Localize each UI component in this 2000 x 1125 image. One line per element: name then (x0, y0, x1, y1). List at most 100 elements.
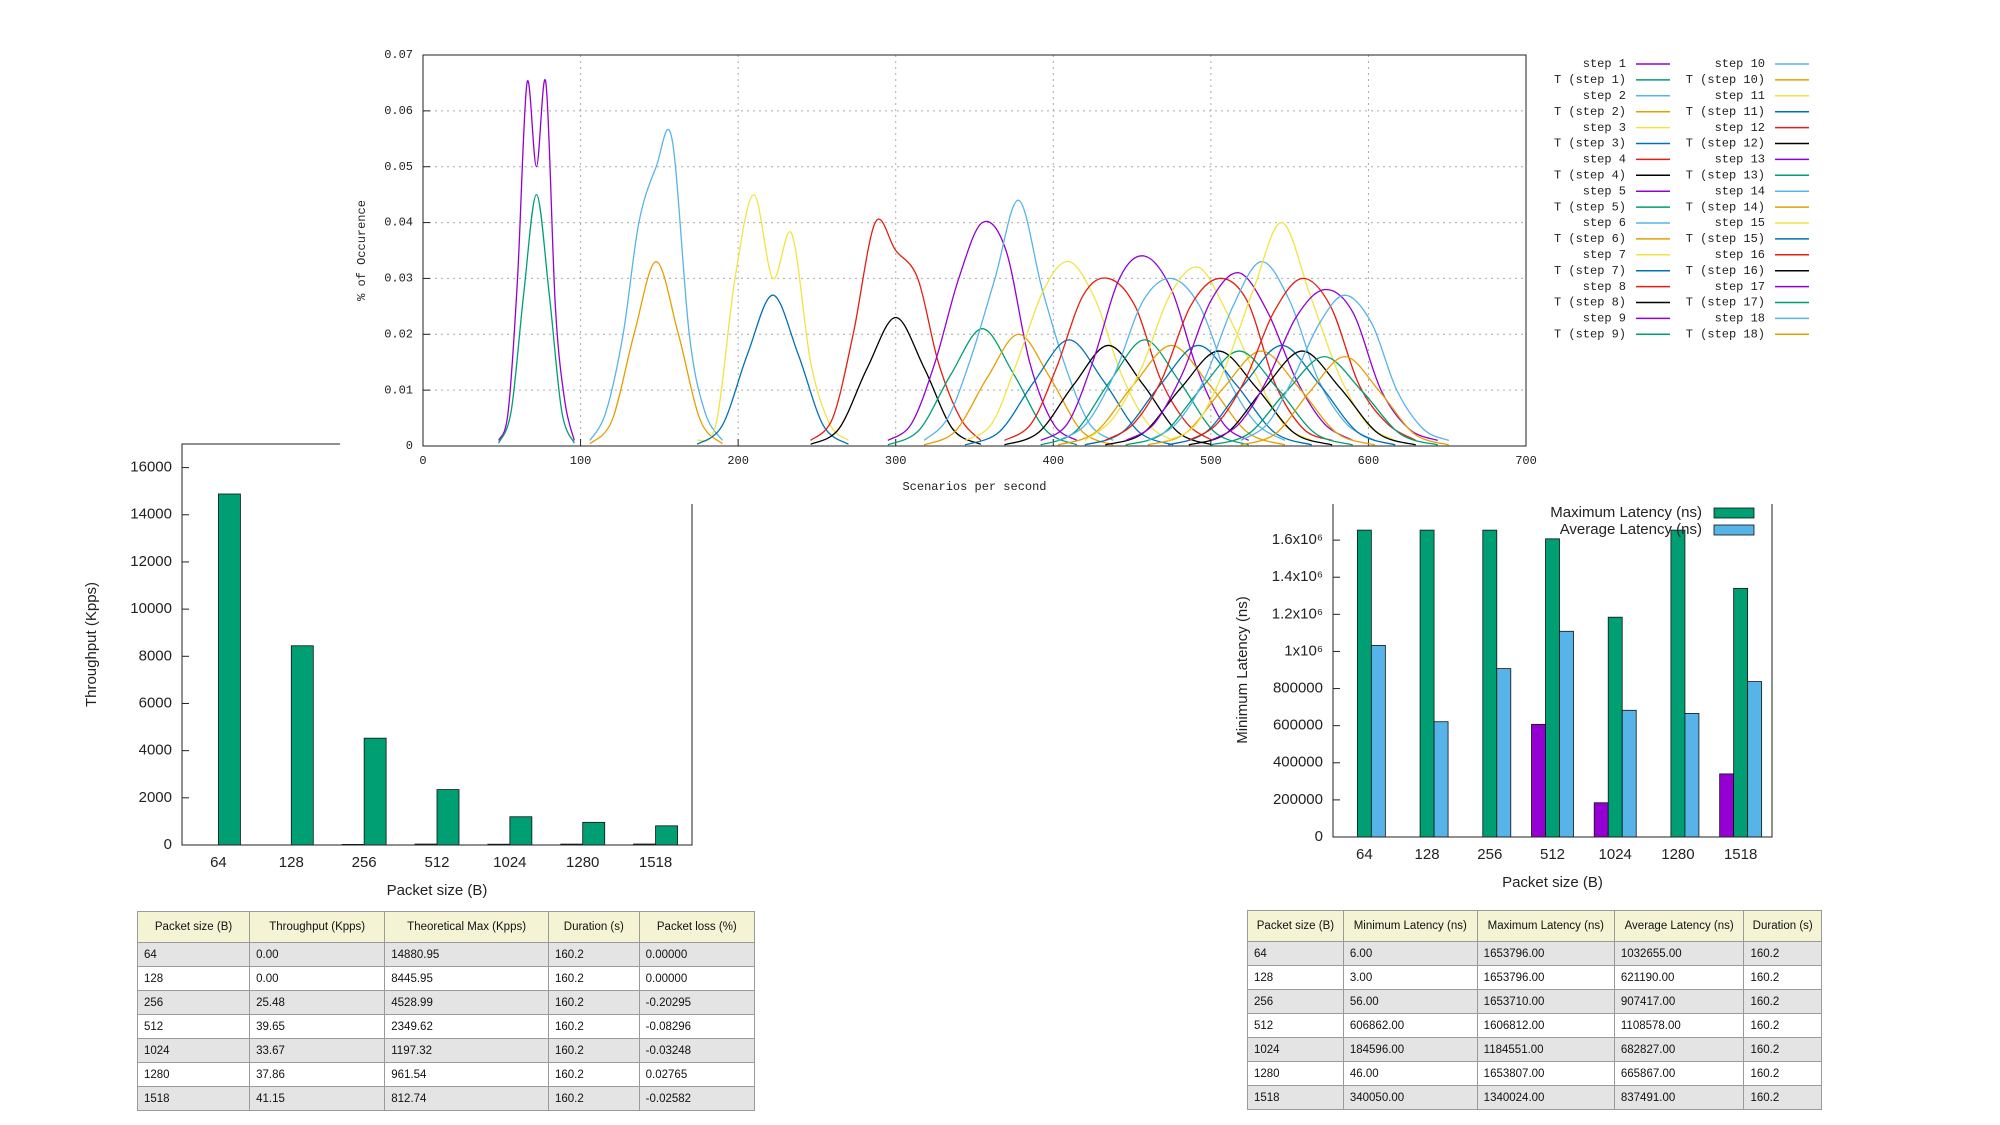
x-tick-label: 1518 (1724, 846, 1757, 863)
legend-label: T (step 17) (1686, 296, 1765, 310)
x-tick-label: 256 (352, 854, 377, 871)
legend-label: step 11 (1715, 89, 1765, 103)
table-row: 1518 41.15 812.74 160.2 -0.02582 (136, 1086, 756, 1111)
series-line (1057, 277, 1286, 441)
series-line (964, 260, 1174, 441)
table-cell: 812.74 (384, 1086, 549, 1111)
series-line (1040, 255, 1250, 441)
series-line (696, 193, 849, 442)
y-tick-label: 0.06 (384, 104, 413, 118)
header-cell: Minimum Latency (ns) (1342, 910, 1478, 942)
y-tick-label: 0.01 (384, 383, 413, 397)
legend-label: step 13 (1715, 153, 1765, 167)
series-line (1004, 277, 1213, 441)
series-line (498, 193, 575, 444)
table-cell: -0.20295 (638, 990, 756, 1015)
legend-label: T (step 14) (1686, 200, 1765, 214)
table-cell: 1280 (1247, 1061, 1344, 1086)
bar (655, 825, 678, 846)
series-line (1004, 344, 1213, 446)
table-cell: 128 (136, 966, 251, 991)
table-cell: 621190.00 (1613, 965, 1745, 990)
table-cell: 160.2 (1743, 1061, 1822, 1086)
table-cell: 160.2 (547, 966, 640, 991)
legend-label: step 7 (1583, 248, 1626, 262)
x-tick-label: 700 (1515, 454, 1537, 468)
series-line (1240, 294, 1450, 442)
table-cell: 2349.62 (384, 1014, 549, 1039)
series-line (498, 79, 575, 441)
table-cell: 1280 (136, 1062, 251, 1087)
bar (1370, 644, 1386, 838)
y-axis-label: Throughput (Kpps) (83, 582, 100, 707)
legend-label: T (step 9) (1554, 327, 1626, 341)
y-tick-label: 200000 (1273, 791, 1323, 808)
series-line (1210, 288, 1438, 442)
table-cell: 128 (1247, 965, 1344, 990)
header-cell: Maximum Latency (ns) (1476, 910, 1615, 942)
table-cell: 160.2 (1743, 989, 1822, 1014)
y-tick-label: 600000 (1273, 717, 1323, 734)
bar (1531, 723, 1546, 838)
table-cell: 160.2 (547, 1086, 640, 1111)
bar (1356, 529, 1372, 838)
legend-label: T (step 11) (1686, 105, 1765, 119)
y-tick-label: 10000 (130, 600, 172, 617)
y-tick-label: 1x10⁶ (1284, 642, 1323, 659)
table-cell: 1653807.00 (1476, 1061, 1615, 1086)
y-tick-label: 8000 (139, 647, 172, 664)
bar (1545, 538, 1560, 838)
table-cell: 25.48 (249, 990, 386, 1015)
bar (1747, 681, 1763, 838)
bar (1496, 668, 1512, 838)
table-cell: 160.2 (1743, 941, 1822, 966)
x-axis-label: Packet size (B) (387, 882, 488, 899)
legend-label: step 4 (1583, 153, 1626, 167)
legend-label: step 14 (1715, 184, 1765, 198)
bar (218, 493, 241, 846)
table-cell: -0.02582 (638, 1086, 756, 1111)
legend-label: Maximum Latency (ns) (1550, 504, 1702, 521)
table-cell: 1653710.00 (1476, 989, 1615, 1014)
bar (1607, 616, 1623, 838)
table-row: 256 56.00 1653710.00 907417.00 160.2 (1247, 989, 1822, 1014)
table-cell: 14880.95 (384, 942, 549, 967)
legend-swatch (1713, 507, 1755, 519)
bar (1733, 587, 1749, 838)
legend-label: step 9 (1583, 312, 1626, 326)
table-cell: 160.2 (547, 1014, 640, 1039)
series-line (1147, 261, 1376, 441)
table-row: 1024 33.67 1197.32 160.2 -0.03248 (136, 1038, 756, 1063)
x-tick-label: 512 (1540, 846, 1565, 863)
legend-label: step 10 (1715, 57, 1765, 71)
legend-label: step 12 (1715, 121, 1765, 135)
table-cell: 160.2 (547, 1038, 640, 1063)
table-cell: 160.2 (1743, 1037, 1822, 1062)
series-line (696, 294, 849, 445)
table-row: 128 0.00 8445.95 160.2 0.00000 (136, 966, 756, 991)
chart: 0 2000 4000 6000 8000 10000 12000 14000 16000 64 1… (83, 443, 693, 899)
table-cell: -0.03248 (638, 1038, 756, 1063)
header-row: Packet size (B) Minimum Latency (ns) Maxim… (1247, 910, 1822, 942)
table-cell: 64 (1247, 941, 1344, 966)
legend-label: T (step 15) (1686, 232, 1765, 246)
legend-label: step 18 (1715, 312, 1765, 326)
bar (1719, 773, 1735, 838)
table-cell: 37.86 (249, 1062, 386, 1087)
x-tick-label: 128 (1415, 846, 1440, 863)
series-line (1040, 339, 1249, 446)
series-line (1057, 344, 1286, 446)
legend-label: T (step 2) (1554, 105, 1626, 119)
table-cell: 160.2 (1743, 1013, 1822, 1038)
bar (509, 816, 533, 846)
x-tick-label: 1280 (1661, 846, 1694, 863)
chart: 0 200000 400000 600000 800000 1x10⁶ 1.2x10⁶ 1.4… (1234, 502, 1773, 891)
x-tick-label: 1024 (1599, 846, 1632, 863)
y-tick-label: 12000 (130, 553, 172, 570)
y-tick-label: 0.02 (384, 327, 413, 341)
table-row: 256 25.48 4528.99 160.2 -0.20295 (136, 990, 756, 1015)
table-cell: 1518 (1247, 1085, 1344, 1110)
plot-background (182, 444, 692, 845)
